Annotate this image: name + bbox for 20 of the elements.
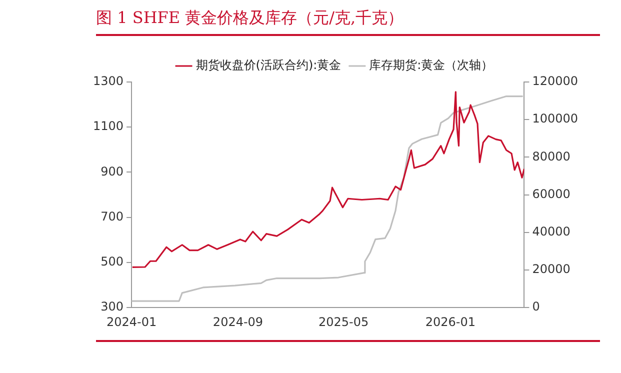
- legend-label: 库存期货:黄金（次轴）: [369, 58, 494, 72]
- y-tick-label: 500: [100, 254, 124, 269]
- y2-tick-label: 100000: [532, 112, 578, 126]
- y-tick-label: 300: [100, 300, 124, 314]
- y2-tick-label: 20000: [532, 262, 570, 276]
- y-tick-label: 1300: [92, 74, 124, 88]
- chart-title: 图 1 SHFE 黄金价格及库存（元/克,千克）: [96, 8, 404, 29]
- x-tick-label: 2025-05: [318, 314, 369, 329]
- y2-tick-label: 40000: [532, 224, 570, 239]
- y-tick-label: 900: [100, 164, 124, 178]
- x-tick-label: 2024-09: [212, 314, 264, 329]
- y2-tick-label: 0: [532, 300, 540, 314]
- y2-tick-label: 60000: [532, 186, 570, 201]
- x-tick-label: 2024-01: [106, 314, 157, 329]
- y2-tick-label: 80000: [532, 149, 570, 164]
- legend-label: 期货收盘价(活跃合约):黄金: [196, 58, 342, 72]
- x-tick-label: 2026-01: [425, 314, 476, 329]
- y2-tick-label: 120000: [532, 74, 578, 88]
- y-tick-label: 700: [100, 209, 124, 224]
- y-tick-label: 1100: [92, 119, 124, 134]
